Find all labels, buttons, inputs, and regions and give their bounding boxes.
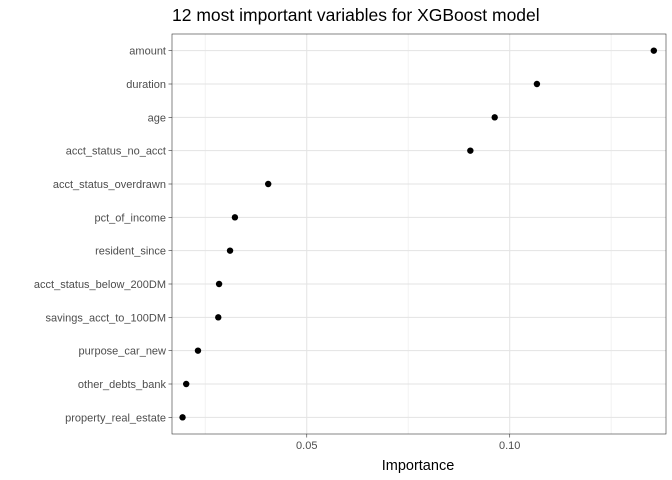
- y-tick-label-resident_since: resident_since: [95, 246, 166, 258]
- point-acct_status_overdrawn: [265, 180, 272, 188]
- data-points: [179, 47, 658, 421]
- x-tick-label-1: 0.10: [499, 440, 520, 452]
- x-axis-title: Importance: [382, 458, 455, 474]
- point-acct_status_below_200DM: [215, 280, 223, 288]
- x-tick-label-0: 0.05: [296, 440, 317, 452]
- grid-lines: [172, 34, 666, 434]
- point-age: [491, 114, 498, 121]
- point-resident_since: [226, 247, 234, 254]
- y-tick-label-duration: duration: [126, 79, 166, 91]
- point-amount: [650, 47, 658, 54]
- point-other_debts_bank: [183, 380, 190, 388]
- tick-labels: 0.05 0.10 amount duration age acct_status_no_…: [34, 46, 521, 452]
- chart-title: 12 most important variables for XGBoost …: [172, 5, 540, 25]
- y-tick-label-acct_status_below_200DM: acct_status_below_200DM: [34, 279, 166, 291]
- y-tick-label-property_real_estate: property_real_estate: [65, 412, 166, 424]
- point-purpose_car_new: [194, 347, 202, 354]
- plot-panel-border: [171, 33, 667, 435]
- point-property_real_estate: [179, 414, 186, 421]
- point-savings_acct_to_100DM: [215, 314, 222, 321]
- y-tick-label-age: age: [148, 112, 166, 124]
- y-tick-label-acct_status_overdrawn: acct_status_overdrawn: [53, 179, 166, 191]
- y-tick-label-purpose_car_new: purpose_car_new: [79, 346, 167, 358]
- point-acct_status_no_acct: [467, 147, 474, 154]
- point-pct_of_income: [231, 214, 239, 221]
- y-tick-label-other_debts_bank: other_debts_bank: [78, 379, 167, 391]
- y-tick-label-pct_of_income: pct_of_income: [94, 212, 166, 224]
- y-tick-label-savings_acct_to_100DM: savings_acct_to_100DM: [46, 312, 166, 324]
- y-tick-label-acct_status_no_acct: acct_status_no_acct: [66, 146, 166, 158]
- y-tick-label-amount: amount: [129, 46, 166, 58]
- point-duration: [533, 80, 541, 88]
